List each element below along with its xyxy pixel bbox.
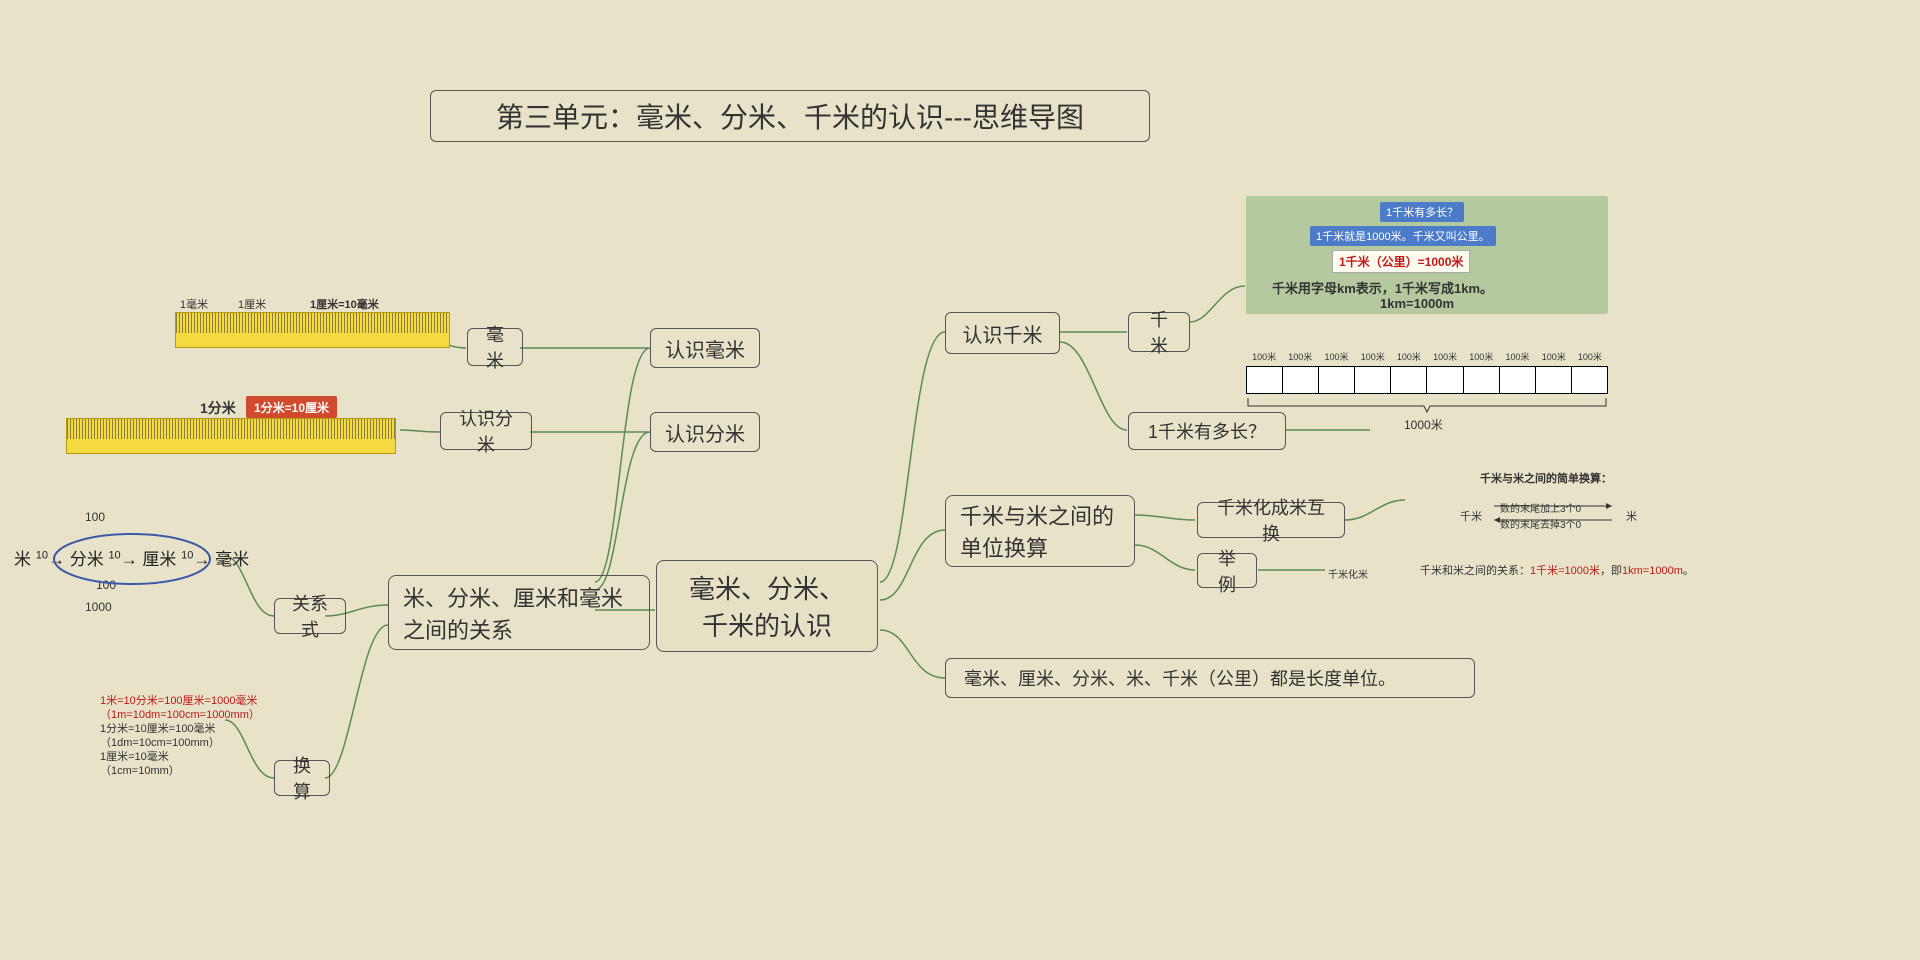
gp-note1: 千米用字母km表示，1千米写成1km。: [1272, 278, 1493, 297]
center-node: 毫米、分米、 千米的认识: [656, 560, 878, 652]
cd-arrows: [1488, 498, 1622, 528]
scalebar-brace: [1246, 396, 1608, 414]
node-km-howlong: 1千米有多长？: [1128, 412, 1286, 450]
gp-bar2: 1千米就是1000米。千米又叫公里。: [1310, 226, 1496, 246]
node-know-dm: 认识分米: [650, 412, 760, 452]
ruler1-cap-right: 1厘米=10毫米: [310, 296, 379, 312]
gp-note2: 1km=1000m: [1380, 296, 1454, 311]
node-km-m-convert: 千米与米之间的 单位换算: [945, 495, 1135, 567]
cd-right: 米: [1626, 508, 1637, 524]
ruler2-redbox: 1分米=10厘米: [246, 396, 337, 418]
gp-bar1: 1千米有多长？: [1380, 202, 1464, 222]
mindmap-canvas: { "meta": { "canvas_width": 1920, "canva…: [0, 0, 1920, 960]
scalebar-total: 1000米: [1404, 416, 1443, 433]
node-example: 举例: [1197, 553, 1257, 588]
node-km-to-m: 千米化成米互换: [1197, 502, 1345, 538]
title: 第三单元：毫米、分米、千米的认识---思维导图: [430, 90, 1150, 142]
gp-white: 1千米（公里）=1000米: [1332, 250, 1470, 273]
node-know-km: 认识千米: [945, 312, 1060, 354]
conv-l6: （1cm=10mm）: [100, 762, 180, 778]
arrow-1000: 1000: [85, 600, 112, 614]
node-know-mm: 认识毫米: [650, 328, 760, 368]
node-mm-label: 毫米: [467, 328, 523, 366]
ruler2-cap-left: 1分米: [200, 398, 236, 418]
cd-ex-left: 千米化米: [1328, 566, 1368, 581]
node-mm-dm-cm-m: 米、分米、厘米和毫米 之间的关系: [388, 575, 650, 650]
cd-heading: 千米与米之间的简单换算：: [1480, 470, 1612, 486]
ruler1-cap-left: 1毫米: [180, 296, 208, 312]
scalebar-labels: 100米 100米 100米 100米 100米 100米 100米 100米 …: [1246, 350, 1608, 364]
ruler1-cap-mid: 1厘米: [238, 296, 266, 312]
scalebar: [1246, 366, 1608, 394]
node-dm-label: 认识分米: [440, 412, 532, 450]
arrow-circle: [50, 530, 215, 588]
node-km-label: 千米: [1128, 312, 1190, 352]
cd-ex-right: 千米和米之间的关系：1千米=1000米，即1km=1000m。: [1420, 562, 1694, 578]
arrow-100-top: 100: [85, 510, 105, 524]
node-convert: 换算: [274, 760, 330, 796]
node-relation: 关系式: [274, 598, 346, 634]
cd-left: 千米: [1460, 508, 1482, 524]
node-all-units: 毫米、厘米、分米、米、千米（公里）都是长度单位。: [945, 658, 1475, 698]
ruler1: [175, 312, 450, 348]
connector-layer: [0, 0, 1920, 960]
ruler2: [66, 418, 396, 454]
